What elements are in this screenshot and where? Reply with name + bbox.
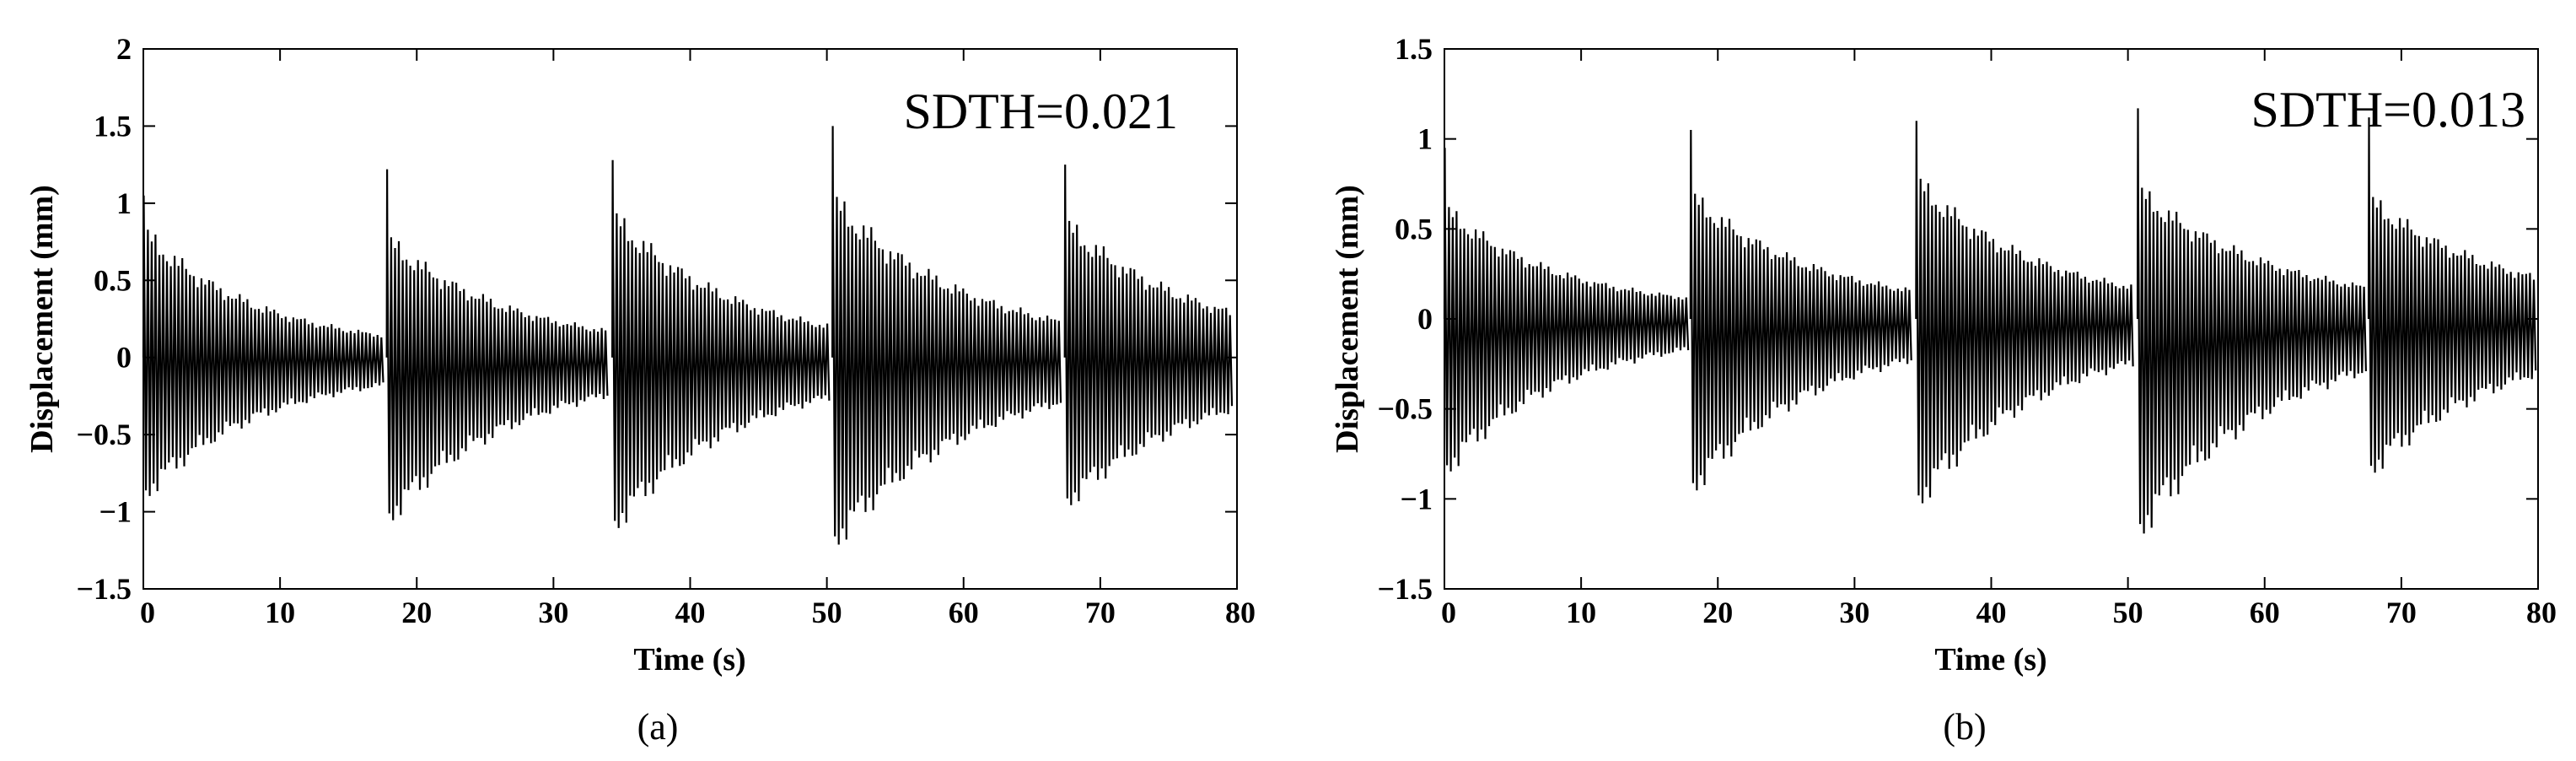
- x-tick-label: 60: [2250, 596, 2280, 629]
- y-ticks-b: −1.5 −1 −0.5 0 0.5 1 1.5: [1377, 32, 2538, 606]
- oscillation-segment: [1063, 165, 1234, 505]
- x-tick-label: 70: [2386, 596, 2417, 629]
- y-tick-label: 0.5: [1395, 212, 1433, 246]
- y-tick-label: 0.5: [94, 263, 132, 297]
- y-tick-label: 0: [116, 341, 132, 375]
- x-tick-label: 50: [2113, 596, 2143, 629]
- y-tick-label: −1.5: [1377, 572, 1433, 606]
- oscillation-segment: [1915, 121, 2134, 504]
- oscillation-segment: [142, 195, 385, 496]
- sdth-annotation-a: SDTH=0.021: [903, 84, 1178, 139]
- x-ticks-a: 0 10 20 30 40 50 60 70 80: [140, 49, 1256, 629]
- x-tick-label: 30: [538, 596, 568, 629]
- caption-a: (a): [637, 706, 679, 748]
- y-tick-label: −0.5: [76, 418, 132, 451]
- y-tick-label: −1: [1400, 482, 1433, 515]
- y-tick-label: 1: [116, 186, 132, 220]
- y-axis-label-b: Displacement (mm): [1330, 185, 1365, 453]
- displacement-series-b: [1443, 108, 2537, 534]
- y-tick-label: 1: [1417, 122, 1433, 156]
- y-tick-label: 0: [1417, 302, 1433, 336]
- x-tick-label: 20: [401, 596, 432, 629]
- oscillation-segment: [1689, 129, 1912, 491]
- x-tick-label: 40: [675, 596, 706, 629]
- oscillation-segment: [1443, 148, 1690, 472]
- oscillation-segment: [385, 169, 609, 521]
- oscillation-segment: [611, 159, 831, 528]
- x-tick-label: 80: [2526, 596, 2557, 629]
- y-tick-label: 2: [116, 32, 132, 66]
- oscillation-segment: [2367, 117, 2537, 473]
- x-axis-label-a: Time (s): [633, 642, 745, 677]
- y-tick-label: −1: [99, 495, 132, 529]
- y-tick-label: 1.5: [94, 109, 132, 143]
- y-tick-label: −1.5: [76, 572, 132, 606]
- x-tick-label: 50: [812, 596, 842, 629]
- y-tick-label: 1.5: [1395, 32, 1433, 66]
- oscillation-segment: [831, 126, 1062, 545]
- x-tick-label: 20: [1702, 596, 1733, 629]
- sdth-annotation-b: SDTH=0.013: [2251, 82, 2525, 138]
- x-tick-label: 10: [1566, 596, 1596, 629]
- x-ticks-b: 0 10 20 30 40 50 60 70 80: [1441, 49, 2557, 629]
- x-tick-label: 10: [265, 596, 295, 629]
- y-tick-label: −0.5: [1377, 392, 1433, 426]
- x-tick-label: 70: [1085, 596, 1116, 629]
- x-axis-label-b: Time (s): [1934, 642, 2046, 677]
- x-tick-label: 80: [1225, 596, 1256, 629]
- y-axis-label-a: Displacement (mm): [24, 185, 60, 453]
- x-tick-label: 40: [1976, 596, 2007, 629]
- x-tick-label: 0: [1441, 596, 1456, 629]
- y-ticks-a: −1.5 −1 −0.5 0 0.5 1 1.5 2: [76, 32, 1237, 606]
- x-tick-label: 0: [140, 596, 155, 629]
- x-tick-label: 60: [949, 596, 979, 629]
- chart-a: −1.5 −1 −0.5 0 0.5 1 1.5 2 0 10 20 30 40 50 60 70 80 SD…: [24, 32, 1256, 748]
- chart-b: −1.5 −1 −0.5 0 0.5 1 1.5 0 10 20 30 40 50 60 70 80 SDT…: [1330, 32, 2557, 748]
- oscillation-segment: [2136, 108, 2367, 534]
- caption-b: (b): [1943, 706, 1986, 748]
- displacement-series-a: [142, 126, 1234, 545]
- x-tick-label: 30: [1839, 596, 1869, 629]
